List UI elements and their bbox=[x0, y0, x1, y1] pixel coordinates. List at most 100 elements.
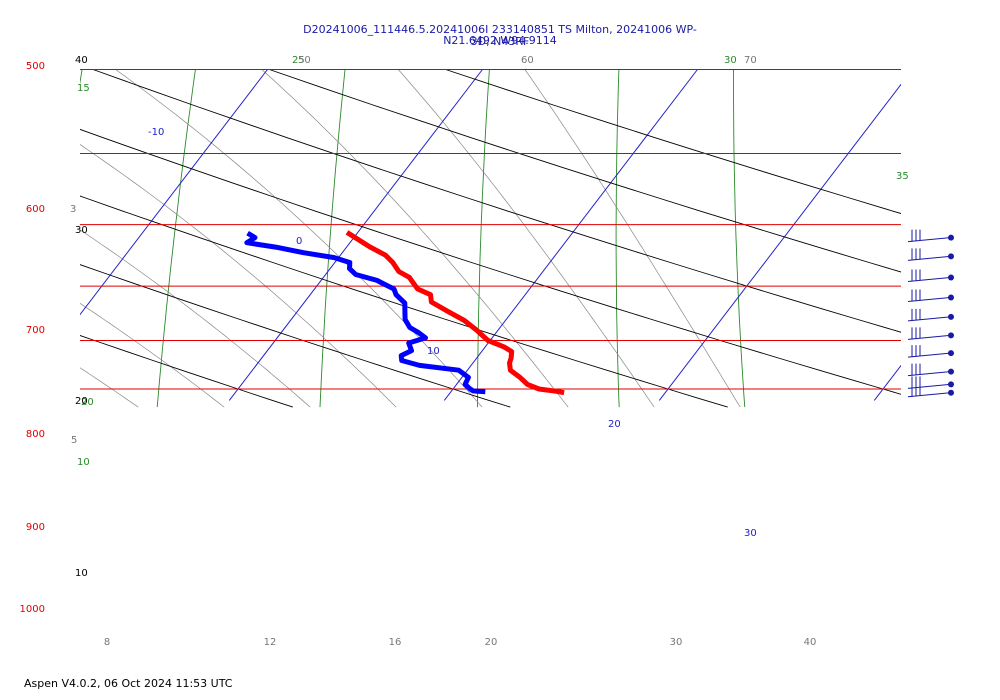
dry-adiabat-tick-label: 40 bbox=[75, 55, 88, 66]
temperature-tick-label: 12 bbox=[264, 637, 277, 648]
mixing-ratio-tick-label: 25 bbox=[292, 55, 305, 66]
dry-adiabat-line bbox=[92, 69, 901, 333]
wind-barb-dot bbox=[948, 332, 954, 339]
mixing-ratio-line bbox=[156, 69, 196, 408]
moist-adiabat-line bbox=[80, 144, 397, 408]
isotherm-line bbox=[228, 69, 483, 401]
chart-subtitle: N21.6492 W94.9114 bbox=[443, 34, 557, 47]
moist-adiabat-tick-label: 70 bbox=[744, 55, 757, 66]
mixing-ratio-line bbox=[733, 69, 746, 408]
wind-barb-dot bbox=[948, 381, 954, 388]
wind-barb bbox=[907, 345, 954, 358]
wind-barb-staff bbox=[907, 371, 951, 377]
moist-adiabat-line bbox=[0, 70, 52, 408]
wind-barb bbox=[907, 376, 954, 389]
moist-adiabat-line bbox=[261, 69, 569, 408]
wind-barb-dot bbox=[948, 368, 954, 375]
wind-barb bbox=[907, 327, 954, 340]
wind-barb bbox=[907, 229, 954, 243]
dry-adiabat-lines bbox=[0, 69, 901, 408]
isotherm-label: -10 bbox=[148, 127, 164, 138]
isotherm-line bbox=[80, 69, 268, 316]
temperature-tick-label: 16 bbox=[389, 637, 402, 648]
temperature-trace bbox=[345, 230, 565, 396]
footer-status: Aspen V4.0.2, 06 Oct 2024 11:53 UTC bbox=[24, 677, 233, 690]
wind-barb-staff bbox=[907, 297, 951, 303]
wind-barbs bbox=[907, 229, 954, 398]
wind-barb-dot bbox=[948, 350, 954, 357]
dry-adiabat-tick-label: 10 bbox=[75, 568, 88, 579]
sounding-series bbox=[244, 230, 565, 396]
dry-adiabat-line bbox=[80, 334, 293, 408]
pressure-tick-label: 800 bbox=[26, 429, 45, 440]
dry-adiabat-line bbox=[0, 70, 75, 408]
isotherm-line bbox=[443, 69, 698, 401]
wind-barb-staff bbox=[907, 334, 951, 340]
wind-barb-staff bbox=[907, 255, 951, 261]
pressure-tick-label: 900 bbox=[26, 522, 45, 533]
moist-adiabat-tick-label: 50 bbox=[298, 55, 311, 66]
isotherm-label: 30 bbox=[744, 528, 757, 539]
pressure-tick-label: 500 bbox=[26, 61, 45, 72]
wind-barb-dot bbox=[948, 234, 954, 241]
dry-adiabat-line bbox=[80, 195, 728, 408]
mixing-ratio-tick-label: 20 bbox=[81, 397, 94, 408]
mixing-ratio-line bbox=[319, 69, 346, 408]
isotherm-label: 0 bbox=[296, 236, 302, 247]
moist-adiabat-tick-label: 5 bbox=[71, 435, 77, 446]
wind-barb bbox=[907, 308, 954, 322]
mixing-ratio-tick-label: 30 bbox=[724, 55, 737, 66]
mixing-ratio-line bbox=[615, 69, 620, 408]
wind-barb bbox=[907, 289, 954, 303]
dry-adiabat-line bbox=[80, 264, 511, 408]
dewpoint-trace bbox=[244, 230, 486, 395]
pressure-tick-label: 600 bbox=[26, 204, 45, 215]
temperature-tick-label: 8 bbox=[104, 637, 110, 648]
moist-adiabat-tick-label: 3 bbox=[70, 204, 76, 215]
moist-adiabat-line bbox=[80, 367, 139, 408]
mixing-ratio-lines bbox=[80, 69, 746, 408]
wind-barb-staff bbox=[907, 392, 951, 398]
mixing-ratio-tick-label: 15 bbox=[77, 83, 90, 94]
moist-adiabat-line bbox=[80, 302, 225, 408]
isotherm-label: 20 bbox=[608, 419, 621, 430]
wind-barb-dot bbox=[948, 313, 954, 320]
wind-barb bbox=[907, 363, 954, 377]
mixing-ratio-tick-label: 35 bbox=[896, 171, 909, 182]
wind-barb-dot bbox=[948, 274, 954, 281]
isotherm-label: 10 bbox=[427, 346, 440, 357]
dry-adiabat-tick-label: 30 bbox=[75, 225, 88, 236]
wind-barb-dot bbox=[948, 389, 954, 396]
moist-adiabat-line bbox=[524, 69, 741, 408]
wind-barb-dot bbox=[948, 253, 954, 260]
isotherm-line bbox=[873, 364, 901, 401]
isotherm-line bbox=[0, 70, 52, 401]
isotherm-lines bbox=[0, 69, 901, 401]
wind-barb-staff bbox=[907, 383, 951, 389]
wind-barb-staff bbox=[907, 316, 951, 322]
moist-adiabat-tick-label: 60 bbox=[521, 55, 534, 66]
mixing-ratio-tick-label: 10 bbox=[77, 457, 90, 468]
temperature-tick-label: 30 bbox=[670, 637, 683, 648]
dry-adiabat-tick-label: 20 bbox=[75, 396, 88, 407]
wind-barb bbox=[907, 269, 954, 282]
wind-barb-staff bbox=[907, 237, 951, 243]
pressure-tick-label: 700 bbox=[26, 325, 45, 336]
dry-adiabat-line bbox=[445, 69, 901, 214]
pressure-tick-label: 1000 bbox=[20, 604, 45, 615]
temperature-tick-label: 40 bbox=[804, 637, 817, 648]
mixing-ratio-line bbox=[80, 69, 83, 85]
isotherm-line bbox=[658, 83, 901, 401]
moist-adiabat-lines bbox=[0, 69, 741, 408]
moist-adiabat-line bbox=[80, 229, 311, 408]
wind-barb-staff bbox=[907, 276, 951, 282]
wind-barb-staff bbox=[907, 352, 951, 358]
wind-barb bbox=[907, 248, 954, 261]
moist-adiabat-line bbox=[398, 69, 655, 408]
mixing-ratio-line bbox=[477, 69, 490, 408]
dry-adiabat-line bbox=[269, 69, 901, 273]
wind-barb-dot bbox=[948, 294, 954, 301]
temperature-tick-label: 20 bbox=[485, 637, 498, 648]
